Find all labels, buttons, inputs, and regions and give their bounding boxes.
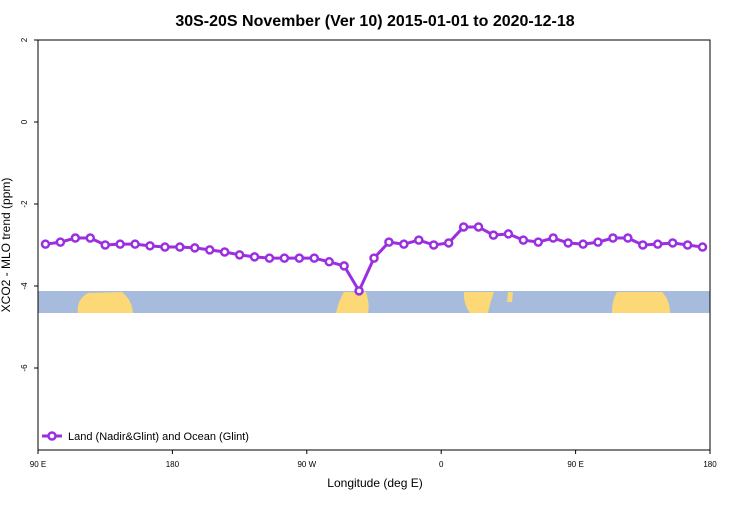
data-point <box>264 253 275 263</box>
data-point <box>339 261 349 271</box>
x-tick-label: 90 E <box>30 460 46 469</box>
data-point <box>623 233 633 243</box>
data-point <box>145 241 155 251</box>
data-point <box>548 233 558 243</box>
data-point <box>100 240 110 250</box>
data-point <box>190 243 200 253</box>
map-strip <box>38 291 710 313</box>
legend-marker <box>47 431 57 441</box>
data-point <box>354 286 364 296</box>
data-point <box>294 253 305 263</box>
chart-title: 30S-20S November (Ver 10) 2015-01-01 to … <box>175 13 574 30</box>
data-point <box>503 229 514 239</box>
y-tick-label: -2 <box>20 200 29 208</box>
data-point <box>309 253 320 263</box>
data-point <box>249 252 260 262</box>
y-tick-label: 0 <box>20 119 29 124</box>
data-point <box>563 238 573 248</box>
data-point <box>115 239 125 249</box>
data-point <box>70 233 81 243</box>
data-point <box>667 238 678 248</box>
data-point <box>369 253 379 263</box>
data-point <box>638 240 648 250</box>
data-point <box>399 239 409 249</box>
data-point <box>40 239 51 249</box>
y-tick-label: 2 <box>20 37 29 42</box>
data-point <box>458 222 469 232</box>
data-point <box>593 237 603 247</box>
data-point <box>488 230 499 240</box>
data-point <box>279 253 290 263</box>
x-tick-label: 180 <box>703 460 717 469</box>
data-point <box>428 240 439 250</box>
data-point <box>55 237 66 247</box>
data-point <box>533 237 544 247</box>
data-point <box>85 233 96 243</box>
x-tick-label: 90 E <box>567 460 583 469</box>
data-point <box>608 233 618 243</box>
x-tick-label: 180 <box>166 460 180 469</box>
data-point <box>697 242 708 252</box>
data-point <box>414 235 424 245</box>
data-point <box>578 239 588 249</box>
x-tick-label: 0 <box>439 460 444 469</box>
x-tick-label: 90 W <box>297 460 316 469</box>
data-point <box>219 247 230 257</box>
y-tick-label: -6 <box>20 364 29 372</box>
data-point <box>682 240 693 250</box>
data-point <box>175 242 185 252</box>
data-point <box>324 257 334 267</box>
data-point <box>204 245 215 255</box>
y-tick-label: -4 <box>20 282 29 290</box>
x-axis-title: Longitude (deg E) <box>327 476 422 490</box>
y-axis-title: XCO2 - MLO trend (ppm) <box>0 178 13 313</box>
data-point <box>234 250 245 260</box>
data-point <box>473 222 484 232</box>
data-point <box>160 242 170 252</box>
data-point <box>443 238 454 248</box>
legend-label: Land (Nadir&Glint) and Ocean (Glint) <box>68 431 249 443</box>
data-point <box>130 239 140 249</box>
data-point <box>652 239 663 249</box>
plot-frame <box>37 39 711 451</box>
data-point <box>384 237 394 247</box>
data-point <box>518 235 529 245</box>
